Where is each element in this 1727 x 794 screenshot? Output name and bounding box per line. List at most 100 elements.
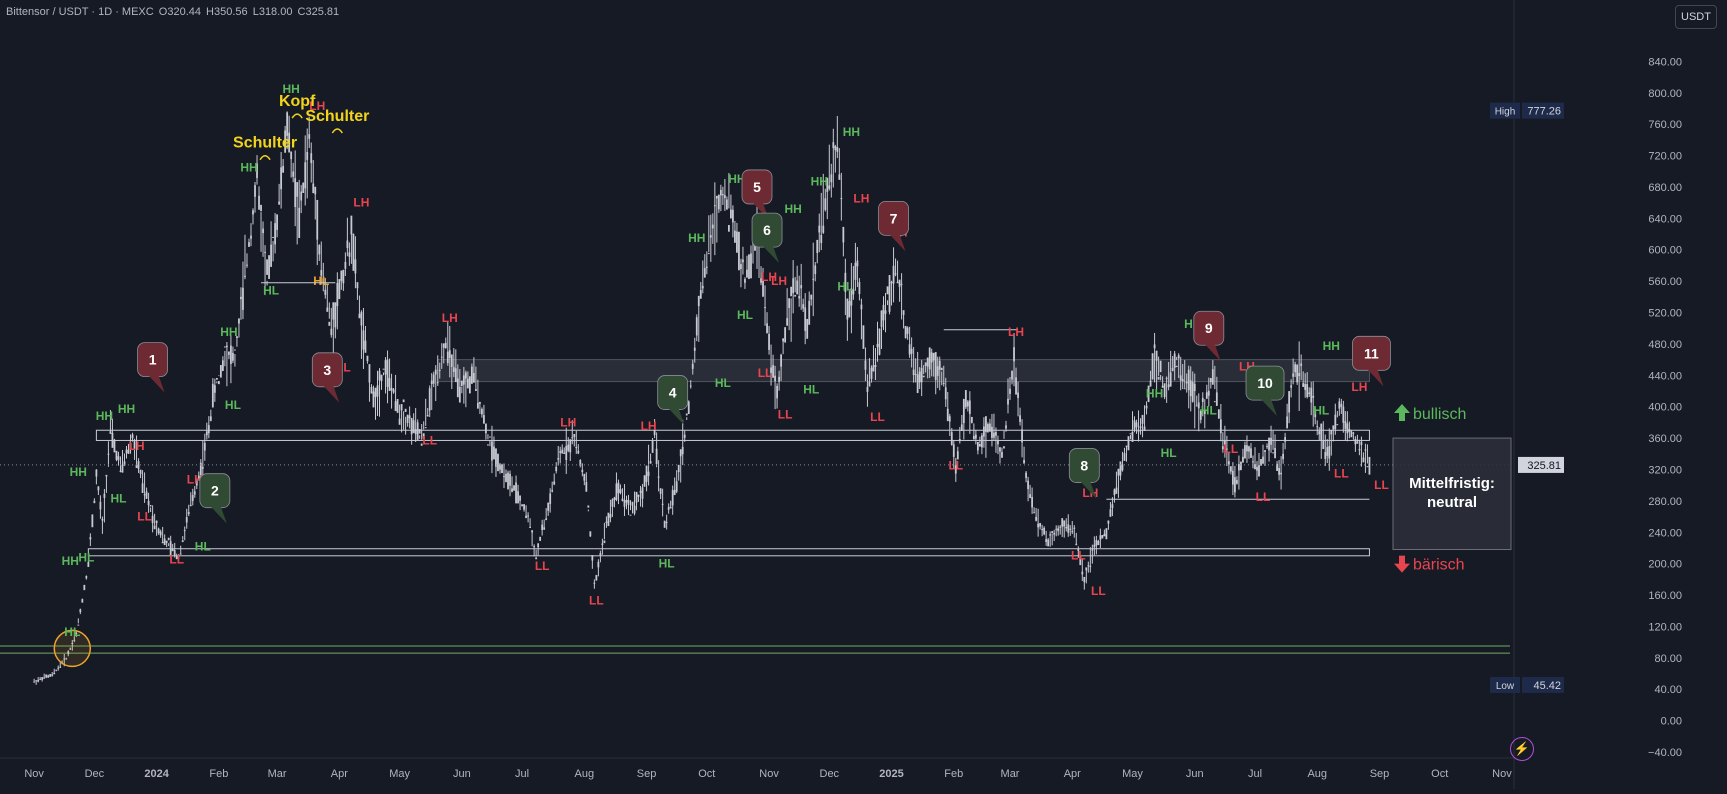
candle-body <box>661 503 664 505</box>
candle-body <box>842 226 845 243</box>
candle-body <box>1151 353 1154 380</box>
candle-body <box>746 269 748 278</box>
candle-body <box>238 318 240 324</box>
candle-body <box>456 378 459 398</box>
candle-body <box>1075 543 1078 546</box>
pivot-label-ll: LL <box>589 593 604 607</box>
candle-body <box>1274 448 1276 459</box>
candle-body <box>1276 463 1278 471</box>
candle-body <box>1055 528 1058 530</box>
candle-body <box>938 360 941 370</box>
candle-body <box>507 472 509 490</box>
candle-body <box>914 373 917 375</box>
candle-body <box>262 228 264 234</box>
candle-body <box>300 191 303 201</box>
y-tick-label: 280.00 <box>1648 496 1682 508</box>
candle-body <box>1219 419 1222 434</box>
candle-body <box>103 493 106 498</box>
candle-body <box>896 281 899 284</box>
candle-body <box>882 304 885 321</box>
candle-body <box>1173 353 1176 368</box>
candle-body <box>1101 535 1104 539</box>
candle-body <box>1169 372 1172 387</box>
candle-body <box>1085 567 1088 571</box>
price-tag: 325.81 <box>1518 456 1564 473</box>
candle-body <box>1264 450 1266 452</box>
candle-body <box>810 294 813 300</box>
callout-9: 9 <box>1193 310 1225 362</box>
pattern-label: Schulter <box>305 108 369 125</box>
candle-body <box>856 260 859 267</box>
candle-body <box>115 450 118 460</box>
candle-body <box>750 253 752 279</box>
candle-body <box>958 439 961 442</box>
candle-body <box>1107 520 1110 524</box>
candle-body <box>1051 531 1054 534</box>
candle-body <box>1268 437 1270 451</box>
candle-body <box>35 680 38 682</box>
candle-body <box>647 471 650 476</box>
candle-body <box>1290 385 1293 388</box>
candle-body <box>123 461 126 466</box>
candle-body <box>730 209 732 219</box>
candle-body <box>384 360 387 375</box>
candle-body <box>55 669 58 671</box>
callout-7: 7 <box>878 200 909 252</box>
candle-body <box>230 345 232 364</box>
candle-body <box>1089 565 1092 567</box>
candle-body <box>83 584 86 591</box>
candle-body <box>1057 528 1060 532</box>
candle-body <box>99 501 102 510</box>
candle-body <box>703 268 706 278</box>
candle-body <box>1039 522 1042 527</box>
candle-body <box>242 287 244 310</box>
candle-body <box>1109 509 1112 517</box>
candle-body <box>774 375 776 382</box>
pivot-label-hh: HH <box>1323 339 1340 353</box>
candle-body <box>1031 496 1034 508</box>
candle-body <box>519 495 521 501</box>
candle-body <box>53 672 56 675</box>
candle-body <box>1342 406 1345 423</box>
candle-body <box>113 439 116 453</box>
candle-body <box>537 543 540 548</box>
candle-body <box>328 321 331 326</box>
candle-body <box>1254 464 1256 470</box>
candle-body <box>854 262 857 280</box>
candle-body <box>312 183 315 194</box>
candle-body <box>667 507 670 510</box>
currency-button[interactable]: USDT <box>1675 5 1717 29</box>
x-tick-label: Aug <box>575 768 595 780</box>
x-tick-label: Jul <box>515 768 529 780</box>
candle-body <box>539 536 542 541</box>
candle-body <box>1121 464 1124 471</box>
candle-body <box>400 404 403 411</box>
candle-body <box>1350 431 1353 438</box>
pivot-label-ll: LL <box>1256 490 1271 504</box>
candle-body <box>1155 350 1158 361</box>
candle-body <box>515 482 517 504</box>
candle-body <box>850 288 853 306</box>
candle-body <box>1310 387 1313 403</box>
candle-body <box>1189 380 1192 397</box>
pivot-label-ll: LL <box>137 509 152 523</box>
candle-body <box>75 632 78 634</box>
candle-body <box>1077 548 1080 551</box>
pattern-arc <box>291 113 303 119</box>
candle-body <box>1083 576 1086 583</box>
candle-body <box>954 465 957 474</box>
candle-body <box>657 476 660 478</box>
candle-body <box>635 491 638 503</box>
candle-body <box>73 639 76 641</box>
lightning-icon[interactable]: ⚡ <box>1510 737 1534 761</box>
candle-body <box>137 461 140 469</box>
candle-body <box>191 495 194 501</box>
candle-body <box>1278 467 1280 475</box>
candle-body <box>1131 431 1134 442</box>
candle-body <box>936 366 939 376</box>
callout-pointer <box>1367 369 1384 387</box>
candle-body <box>386 359 389 387</box>
candle-body <box>356 282 359 289</box>
